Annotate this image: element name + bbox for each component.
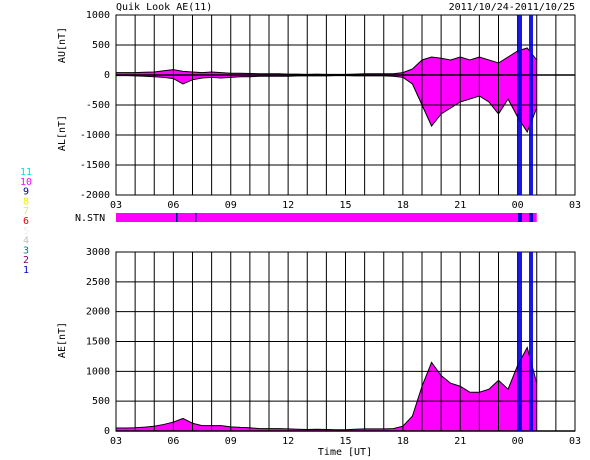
station-tick [176,213,178,222]
x-tick-label: 03 [569,200,581,211]
x-tick-label: 15 [339,436,351,447]
y-axis-label: AL[nT] [57,115,68,151]
legend-entry: 9 [23,187,29,198]
y-tick-label: 1000 [86,366,110,377]
x-tick-label: 06 [167,436,179,447]
x-tick-label: 03 [110,436,122,447]
x-tick-label: 21 [454,436,466,447]
legend-entry: 11 [20,167,32,178]
legend-entry: 7 [23,206,29,217]
y-tick-label: 0 [104,70,110,81]
legend-entry: 1 [23,265,29,276]
station-bar [116,213,537,222]
area [116,48,537,75]
y-tick-label: 3000 [86,247,110,258]
area [116,75,537,132]
x-tick-label: 18 [397,200,409,211]
date-range: 2011/10/24-2011/10/25 [449,2,575,13]
legend-entry: 2 [23,255,29,266]
x-tick-label: 03 [110,200,122,211]
x-axis-label: Time [UT] [318,447,372,458]
y-tick-label: -500 [86,100,110,111]
station-marker [529,252,533,431]
station-marker [518,252,522,431]
y-tick-label: 1000 [86,10,110,21]
legend-entry: 3 [23,245,29,256]
y-tick-label: -1500 [80,160,110,171]
x-tick-label: 15 [339,200,351,211]
plot-frame [115,251,576,432]
plot-frame [115,14,576,196]
x-tick-label: 00 [512,200,524,211]
x-tick-label: 21 [454,200,466,211]
x-tick-label: 12 [282,200,294,211]
y-tick-label: 0 [104,426,110,437]
x-tick-label: 12 [282,436,294,447]
legend-entry: 5 [23,226,29,237]
station-marker [518,15,522,195]
x-tick-label: 00 [512,436,524,447]
area [116,347,537,431]
y-tick-label: 500 [92,40,110,51]
y-axis-label: AE[nT] [57,322,68,358]
station-tick [518,213,522,222]
legend-entry: 8 [23,196,29,207]
x-tick-label: 09 [225,436,237,447]
y-tick-label: 2000 [86,307,110,318]
y-axis-label: AU[nT] [57,27,68,63]
legend-entry: 4 [23,236,29,247]
legend-entry: 10 [20,177,32,188]
y-tick-label: 2500 [86,277,110,288]
y-tick-label: 500 [92,396,110,407]
y-tick-label: -2000 [80,190,110,201]
station-marker [529,15,533,195]
x-tick-label: 06 [167,200,179,211]
y-tick-label: 1500 [86,337,110,348]
station-tick [529,213,533,222]
station-label: N.STN [75,213,105,224]
legend-entry: 6 [23,216,29,227]
y-tick-label: -1000 [80,130,110,141]
x-tick-label: 03 [569,436,581,447]
station-tick [195,213,197,222]
x-tick-label: 18 [397,436,409,447]
chart-title: Quik Look AE(11) [116,2,212,13]
x-tick-label: 09 [225,200,237,211]
